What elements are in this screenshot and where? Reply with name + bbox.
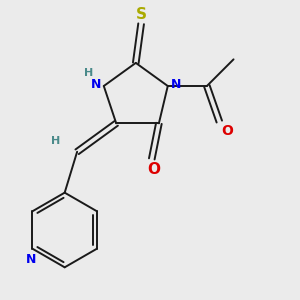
Text: N: N bbox=[91, 78, 101, 91]
Text: N: N bbox=[26, 253, 36, 266]
Text: S: S bbox=[136, 7, 147, 22]
Text: O: O bbox=[221, 124, 233, 138]
Text: N: N bbox=[171, 78, 181, 91]
Text: H: H bbox=[51, 136, 60, 146]
Text: H: H bbox=[84, 68, 94, 77]
Text: O: O bbox=[147, 162, 160, 177]
